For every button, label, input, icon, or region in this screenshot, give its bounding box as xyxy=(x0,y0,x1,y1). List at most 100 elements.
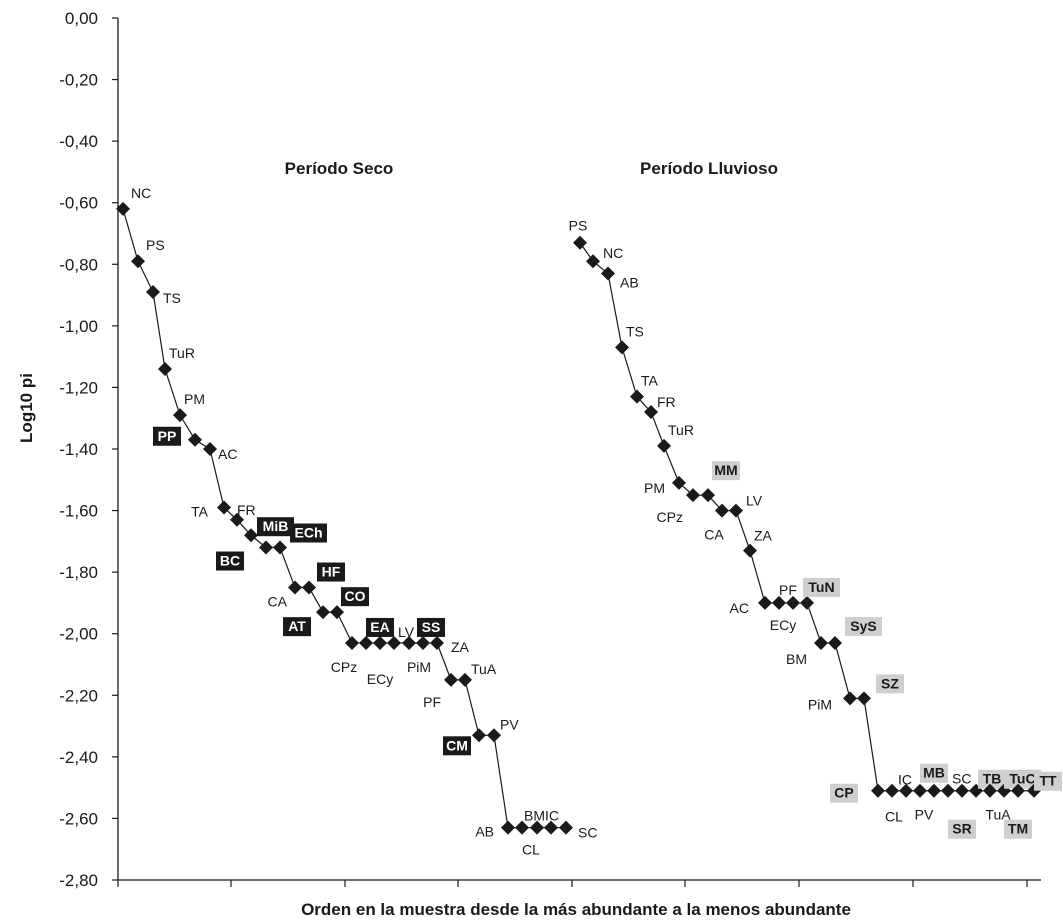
data-point-marker xyxy=(158,361,172,376)
series-periodo-seco: NC PS TS TuR PM PP AC TA FR MiB BC ECh CA HF AT CO CPz EA… xyxy=(116,185,597,858)
data-point-marker xyxy=(657,438,671,453)
data-point-label: TA xyxy=(641,373,659,389)
data-point-marker xyxy=(359,635,373,650)
data-point-label-boxed: EA xyxy=(370,619,389,635)
data-point-label-boxed: PP xyxy=(158,428,177,444)
data-point-marker xyxy=(444,672,458,687)
y-tick-label: -1,60 xyxy=(59,502,98,521)
data-point-label: BM xyxy=(524,808,545,824)
label-box xyxy=(257,517,294,537)
data-point-marker xyxy=(259,540,273,555)
data-point-label: AC xyxy=(730,600,749,616)
data-point-marker xyxy=(173,408,187,423)
data-point-label: TuA xyxy=(471,661,497,677)
label-box xyxy=(443,736,471,756)
label-box xyxy=(290,523,327,543)
data-point-marker xyxy=(672,475,686,490)
data-point-marker xyxy=(857,691,871,706)
data-point-marker xyxy=(273,540,287,555)
data-point-marker xyxy=(772,595,786,610)
data-point-label-boxed: TM xyxy=(1008,821,1028,837)
y-tick-label: -0,20 xyxy=(59,71,98,90)
data-point-marker xyxy=(843,691,857,706)
label-box xyxy=(153,426,181,446)
y-tick-label: -1,20 xyxy=(59,378,98,397)
data-point-label-boxed: SZ xyxy=(881,675,899,691)
label-box xyxy=(920,763,948,783)
data-point-marker xyxy=(743,543,757,558)
data-point-marker xyxy=(927,783,941,798)
series-title-periodo-seco: Período Seco xyxy=(285,159,394,178)
data-point-marker xyxy=(758,595,772,610)
data-point-marker xyxy=(302,580,316,595)
label-box xyxy=(341,587,369,607)
data-point-label: PiM xyxy=(407,659,431,675)
y-tick-label: -2,20 xyxy=(59,686,98,705)
data-point-label-boxed: TB xyxy=(983,771,1002,787)
y-tick-label: -1,80 xyxy=(59,563,98,582)
data-point-label-boxed: TT xyxy=(1039,773,1057,789)
y-tick-labels: 0,00 -0,20 -0,40 -0,60 -0,80 -1,00 -1,20 -1,40 -… xyxy=(59,9,98,890)
data-point-marker xyxy=(544,820,558,835)
data-point-label: PF xyxy=(779,582,797,598)
y-tick-label: -2,80 xyxy=(59,871,98,890)
series-periodo-lluvioso: PS NC AB TS TA FR TuR PM CPz MM CA LV ZA AC PF ECy TuN BM… xyxy=(569,218,1062,839)
data-point-marker xyxy=(586,254,600,269)
data-point-marker xyxy=(501,820,515,835)
y-tick-label: -1,00 xyxy=(59,317,98,336)
data-point-label: PF xyxy=(423,694,441,710)
data-point-label: PS xyxy=(569,218,588,234)
data-point-marker xyxy=(601,266,615,281)
data-point-label-boxed: HF xyxy=(322,564,341,580)
data-point-label: IC xyxy=(545,808,559,824)
data-point-label-boxed: CO xyxy=(345,588,366,604)
y-tick-label: -2,40 xyxy=(59,748,98,767)
y-tick-label: -1,40 xyxy=(59,440,98,459)
y-tick-label: 0,00 xyxy=(65,9,98,28)
data-point-label: CL xyxy=(522,842,540,858)
data-point-marker xyxy=(217,500,231,515)
x-axis-title: Orden en la muestra desde la más abundan… xyxy=(301,900,851,919)
data-point-label: PV xyxy=(915,807,934,823)
y-axis-title: Log10 pi xyxy=(17,373,36,443)
data-point-marker xyxy=(573,235,587,250)
data-point-label: FR xyxy=(657,394,676,410)
y-tick-label: -0,40 xyxy=(59,132,98,151)
label-box xyxy=(366,617,394,637)
label-box xyxy=(1004,819,1032,839)
data-point-label: AC xyxy=(218,446,237,462)
data-point-label: PS xyxy=(146,237,165,253)
data-point-marker xyxy=(373,635,387,650)
data-point-label: PiM xyxy=(808,696,832,712)
label-box xyxy=(317,562,345,582)
label-box xyxy=(830,783,858,803)
data-point-label: CA xyxy=(704,527,724,543)
data-point-marker xyxy=(472,728,486,743)
data-point-label: AB xyxy=(475,824,494,840)
data-point-marker xyxy=(458,672,472,687)
data-point-label: ECy xyxy=(770,617,796,633)
data-point-label: CPz xyxy=(657,509,683,525)
label-box xyxy=(283,617,311,637)
label-box xyxy=(845,616,882,636)
data-point-label: CPz xyxy=(331,659,357,675)
data-point-marker xyxy=(487,728,501,743)
data-point-marker xyxy=(244,528,258,543)
data-point-marker xyxy=(955,783,969,798)
data-point-marker xyxy=(131,254,145,269)
data-point-label: SC xyxy=(578,825,597,841)
data-point-label: IC xyxy=(898,772,912,788)
data-point-label-boxed: SS xyxy=(422,619,441,635)
data-point-marker xyxy=(559,820,573,835)
data-point-label: LV xyxy=(398,624,415,640)
y-tick-label: -0,60 xyxy=(59,194,98,213)
data-point-label: CL xyxy=(885,809,903,825)
data-point-marker xyxy=(701,488,715,503)
data-point-marker xyxy=(630,389,644,404)
data-point-marker xyxy=(430,635,444,650)
data-point-label: SC xyxy=(952,771,971,787)
y-tick-label: -2,60 xyxy=(59,809,98,828)
data-point-label: PM xyxy=(644,480,665,496)
data-point-label-boxed: TuC xyxy=(1009,771,1035,787)
data-point-marker xyxy=(330,605,344,620)
